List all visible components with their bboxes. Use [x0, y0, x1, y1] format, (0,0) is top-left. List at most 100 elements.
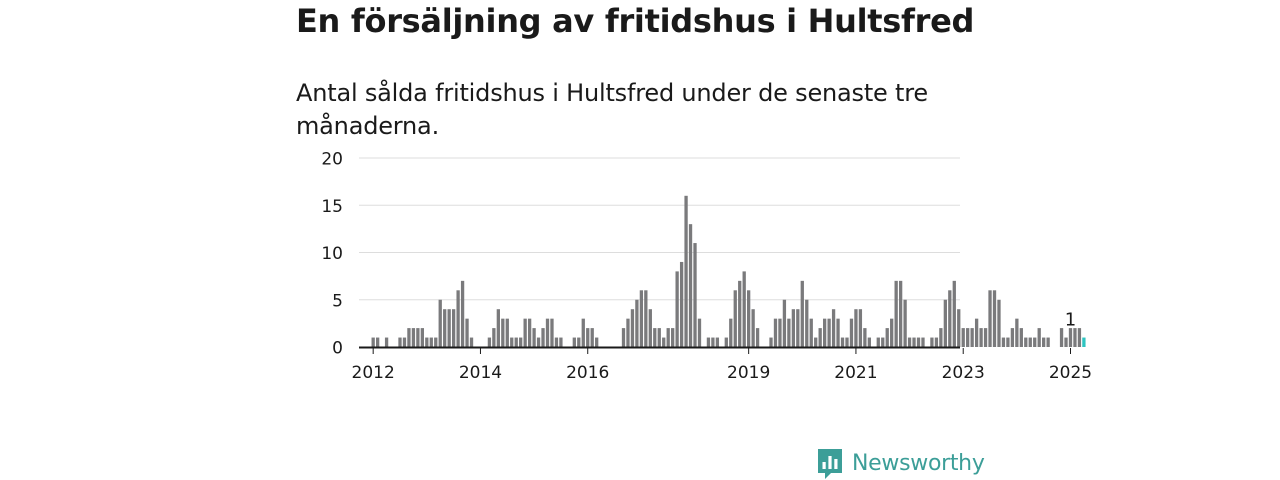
bar: [684, 195, 688, 347]
bar: [434, 337, 438, 347]
annotations: 1: [1065, 310, 1076, 331]
bar: [679, 261, 684, 347]
bar: [541, 328, 545, 347]
bar: [974, 318, 979, 347]
x-axis-ticks: 2012 2014 2016 2019 2021 2023 2025: [352, 348, 1092, 383]
bar: [425, 337, 429, 347]
bar: [791, 309, 796, 347]
bar: [469, 337, 474, 347]
bar: [626, 318, 630, 347]
bar: [742, 271, 746, 347]
bar: [519, 337, 523, 347]
bar: [805, 299, 809, 347]
bar: [782, 299, 787, 347]
bar: [688, 224, 693, 347]
bar: [420, 328, 424, 347]
bar: [666, 328, 670, 347]
bar: [550, 318, 554, 347]
bar: [402, 337, 407, 347]
bar: [644, 290, 648, 347]
brand-logo[interactable]: Newsworthy: [816, 447, 985, 480]
bar: [957, 309, 961, 347]
bar: [675, 271, 679, 347]
bar: [532, 328, 536, 347]
y-tick-label: 20: [321, 150, 343, 170]
bar: [966, 328, 970, 347]
bar: [831, 309, 836, 347]
bar: [595, 337, 599, 347]
bar: [818, 328, 822, 347]
bar: [1042, 337, 1046, 347]
bar: [988, 290, 992, 347]
bar: [814, 337, 818, 347]
brand-name: Newsworthy: [852, 451, 985, 476]
bar: [961, 328, 965, 347]
bar: [773, 318, 778, 347]
y-tick-label: 10: [321, 244, 343, 264]
y-tick-label: 5: [332, 291, 343, 311]
bar: [443, 309, 447, 347]
bar: [657, 328, 661, 347]
bar: [778, 318, 782, 347]
bar: [514, 337, 518, 347]
bar: [948, 290, 952, 347]
logo-bar-2: [828, 456, 832, 469]
bar: [411, 328, 416, 347]
bar: [536, 337, 541, 347]
bars: [371, 195, 1086, 347]
bar: [858, 309, 863, 347]
bar: [1015, 318, 1019, 347]
x-tick-label: 2016: [566, 363, 609, 383]
bar: [1028, 337, 1032, 347]
bar: [912, 337, 916, 347]
x-tick-label: 2014: [459, 363, 502, 383]
bar: [800, 280, 804, 347]
logo-bar-1: [822, 462, 826, 469]
bar: [384, 337, 389, 347]
bar: [1010, 328, 1015, 347]
bar: [465, 318, 469, 347]
bar: [429, 337, 433, 347]
bar: [460, 280, 465, 347]
bar: [921, 337, 925, 347]
bar: [711, 337, 715, 347]
x-tick-label: 2023: [942, 363, 985, 383]
bar: [952, 280, 956, 347]
bar: [635, 299, 639, 347]
bar: [671, 328, 675, 347]
bar: [1073, 328, 1077, 347]
bar-highlight: [1082, 337, 1086, 347]
bar: [939, 328, 943, 347]
bar: [1068, 328, 1073, 347]
chart-title: En försäljning av fritidshus i Hultsfred: [296, 2, 975, 40]
chart-subtitle: Antal sålda fritidshus i Hultsfred under…: [296, 79, 928, 140]
bar: [639, 290, 644, 347]
logo-bar-3: [834, 459, 838, 469]
x-tick-label: 2021: [834, 363, 877, 383]
x-tick-label: 2012: [352, 363, 395, 383]
bar: [729, 318, 733, 347]
bar: [416, 328, 420, 347]
bar: [586, 328, 590, 347]
bar: [451, 309, 456, 347]
x-tick-label: 2019: [727, 363, 770, 383]
bar: [854, 309, 858, 347]
gridlines: [359, 157, 960, 301]
bar: [438, 299, 442, 347]
bar: [979, 328, 983, 347]
bar: [751, 309, 755, 347]
bar: [827, 318, 831, 347]
bar: [724, 337, 728, 347]
bar: [1006, 337, 1010, 347]
bar: [572, 337, 576, 347]
y-tick-label: 0: [332, 339, 343, 359]
bar: [840, 337, 845, 347]
bar: [559, 337, 563, 347]
bar: [1046, 337, 1050, 347]
y-axis-ticks: 0 5 10 15 20: [321, 150, 343, 359]
bar: [733, 290, 737, 347]
bar: [371, 337, 375, 347]
newsworthy-logo-icon: [818, 449, 842, 479]
bar: [590, 328, 594, 347]
bar: [997, 299, 1001, 347]
